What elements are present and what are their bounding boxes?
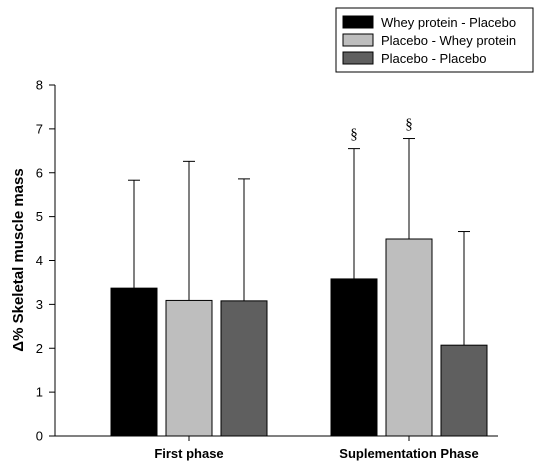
bar — [110, 287, 158, 437]
x-axis: First phase Suplementation Phase — [154, 436, 479, 461]
bar — [165, 299, 213, 437]
bars — [110, 238, 488, 437]
y-tick-label: 7 — [36, 121, 43, 136]
y-tick-label: 3 — [36, 297, 43, 312]
bar — [330, 278, 378, 437]
legend-swatch — [342, 33, 374, 47]
legend: Whey protein - Placebo Placebo - Whey pro… — [335, 7, 534, 73]
bar — [220, 300, 268, 437]
y-tick-label: 1 — [36, 385, 43, 400]
legend-label: Placebo - Whey protein — [381, 33, 516, 48]
significance-mark: § — [405, 117, 413, 133]
y-tick-label: 2 — [36, 341, 43, 356]
y-tick-label: 0 — [36, 429, 43, 444]
legend-label: Placebo - Placebo — [381, 51, 487, 66]
error-bars — [128, 138, 470, 346]
annotations: §§ — [350, 117, 413, 143]
y-axis: 0 1 2 3 4 5 6 7 8 — [36, 78, 55, 444]
y-axis-title: Δ% Skeletal muscle mass — [10, 168, 27, 351]
significance-mark: § — [350, 127, 358, 143]
y-tick-label: 5 — [36, 209, 43, 224]
x-tick-label: Suplementation Phase — [339, 446, 478, 461]
y-tick-label: 4 — [36, 253, 43, 268]
legend-swatch — [342, 15, 374, 29]
x-tick-label: First phase — [154, 446, 223, 461]
y-tick-label: 6 — [36, 165, 43, 180]
bar — [440, 344, 488, 437]
y-tick-label: 8 — [36, 78, 43, 93]
legend-label: Whey protein - Placebo — [381, 15, 516, 30]
legend-swatch — [342, 51, 374, 65]
bar — [385, 238, 433, 437]
